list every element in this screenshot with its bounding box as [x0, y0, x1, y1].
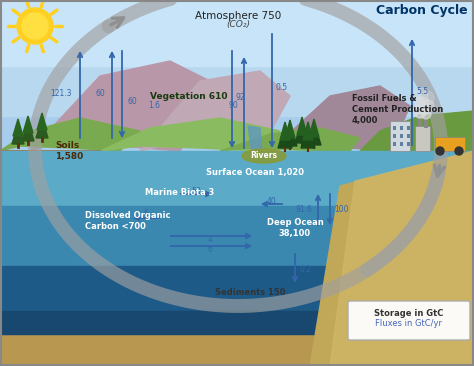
Polygon shape: [0, 266, 474, 311]
FancyBboxPatch shape: [390, 121, 410, 151]
Text: 50: 50: [191, 187, 201, 195]
Polygon shape: [23, 116, 33, 133]
Polygon shape: [30, 61, 220, 151]
Polygon shape: [12, 124, 24, 144]
Polygon shape: [0, 151, 100, 176]
Polygon shape: [360, 111, 474, 151]
Circle shape: [420, 91, 434, 105]
Polygon shape: [330, 151, 474, 366]
Polygon shape: [100, 118, 280, 151]
Polygon shape: [280, 122, 290, 140]
Text: (CO₂): (CO₂): [226, 20, 250, 29]
Polygon shape: [295, 121, 309, 143]
Circle shape: [22, 13, 48, 39]
FancyBboxPatch shape: [407, 126, 410, 130]
Polygon shape: [309, 119, 319, 137]
Text: 121.3: 121.3: [51, 90, 72, 98]
Text: 100: 100: [334, 205, 348, 214]
FancyBboxPatch shape: [415, 126, 430, 151]
Polygon shape: [0, 118, 140, 151]
Polygon shape: [307, 123, 321, 145]
Polygon shape: [0, 206, 474, 266]
FancyBboxPatch shape: [407, 142, 410, 146]
Text: 0.5: 0.5: [276, 83, 288, 93]
FancyBboxPatch shape: [424, 116, 428, 128]
Text: Soils
1,580: Soils 1,580: [55, 141, 83, 161]
Polygon shape: [270, 86, 410, 151]
Text: 1.6: 1.6: [148, 101, 160, 111]
Text: 4: 4: [208, 235, 212, 243]
Polygon shape: [0, 0, 474, 66]
Text: Fluxes in GtC/yr: Fluxes in GtC/yr: [375, 319, 443, 328]
Polygon shape: [301, 126, 315, 148]
Text: Deep Ocean
38,100: Deep Ocean 38,100: [266, 218, 323, 238]
Circle shape: [414, 106, 426, 118]
Polygon shape: [278, 126, 292, 148]
Text: 6: 6: [144, 209, 148, 219]
FancyBboxPatch shape: [393, 142, 396, 146]
Circle shape: [421, 109, 431, 119]
Circle shape: [415, 97, 429, 111]
Text: 92: 92: [236, 93, 246, 102]
Text: Dissolved Organic
Carbon <700: Dissolved Organic Carbon <700: [85, 211, 171, 231]
Circle shape: [436, 147, 444, 155]
Text: 40: 40: [267, 197, 277, 205]
Polygon shape: [303, 122, 313, 140]
Text: Storage in GtC: Storage in GtC: [374, 309, 444, 318]
Circle shape: [422, 100, 434, 112]
Polygon shape: [0, 336, 474, 366]
Polygon shape: [140, 71, 290, 151]
Text: Atmosphere 750: Atmosphere 750: [195, 11, 281, 21]
FancyBboxPatch shape: [400, 142, 403, 146]
Text: 90: 90: [228, 101, 238, 111]
Text: Rivers: Rivers: [250, 152, 277, 161]
Polygon shape: [0, 336, 474, 366]
Text: 5.5: 5.5: [416, 87, 428, 97]
Ellipse shape: [242, 149, 286, 163]
FancyBboxPatch shape: [393, 134, 396, 138]
Polygon shape: [0, 151, 120, 171]
Text: 60: 60: [95, 90, 105, 98]
Polygon shape: [37, 113, 47, 130]
Text: 91.6: 91.6: [295, 205, 312, 214]
FancyBboxPatch shape: [393, 126, 396, 130]
FancyBboxPatch shape: [400, 134, 403, 138]
Text: Carbon Cycle: Carbon Cycle: [376, 4, 468, 17]
Polygon shape: [285, 120, 295, 138]
Polygon shape: [0, 151, 474, 206]
Text: Fossil Fuels &
Cement Production
4,000: Fossil Fuels & Cement Production 4,000: [352, 94, 443, 125]
FancyBboxPatch shape: [418, 114, 422, 126]
Text: Vegetation 610: Vegetation 610: [150, 92, 228, 101]
FancyBboxPatch shape: [435, 137, 465, 151]
Polygon shape: [248, 126, 262, 156]
Polygon shape: [310, 151, 474, 366]
Polygon shape: [297, 117, 307, 135]
Text: Marine Biota 3: Marine Biota 3: [145, 188, 214, 197]
Polygon shape: [0, 0, 474, 186]
Polygon shape: [36, 118, 48, 138]
Polygon shape: [13, 119, 23, 136]
Circle shape: [455, 147, 463, 155]
FancyBboxPatch shape: [400, 126, 403, 130]
Text: Surface Ocean 1,020: Surface Ocean 1,020: [206, 168, 304, 177]
Text: 60: 60: [128, 97, 138, 105]
Polygon shape: [22, 121, 34, 141]
Polygon shape: [0, 311, 474, 336]
Polygon shape: [0, 0, 474, 116]
Circle shape: [17, 8, 53, 44]
Polygon shape: [283, 124, 297, 146]
Polygon shape: [220, 128, 360, 151]
FancyBboxPatch shape: [407, 134, 410, 138]
Circle shape: [412, 88, 428, 104]
Text: Sediments 150: Sediments 150: [215, 288, 285, 297]
Text: 0.2: 0.2: [300, 265, 312, 273]
Text: 6: 6: [208, 244, 212, 254]
FancyBboxPatch shape: [348, 301, 470, 340]
